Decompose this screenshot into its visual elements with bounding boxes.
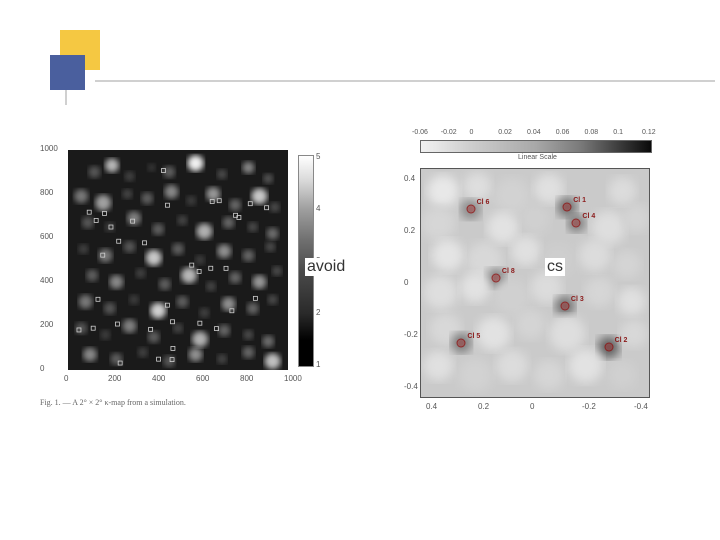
- right-xtick: -0.2: [582, 402, 596, 411]
- cluster-marker: [563, 203, 572, 212]
- left-xtick: 400: [152, 374, 165, 383]
- right-cbtick: 0.02: [498, 129, 512, 136]
- cluster-marker: [491, 274, 500, 283]
- right-cbtick: 0.08: [585, 129, 599, 136]
- right-cbtick: 0.1: [613, 129, 623, 136]
- left-ytick: 800: [40, 188, 53, 197]
- left-cbtick: 5: [316, 152, 320, 161]
- left-ytick: 0: [40, 364, 44, 373]
- cluster-label: Cl 8: [502, 268, 515, 275]
- left-xtick: 0: [64, 374, 68, 383]
- cluster-label: Cl 3: [571, 296, 584, 303]
- right-xtick: 0.2: [478, 402, 489, 411]
- left-cbtick: 4: [316, 204, 320, 213]
- right-cbtick: 0.06: [556, 129, 570, 136]
- right-cbtick: -0.06: [412, 129, 428, 136]
- left-cbtick: 1: [316, 360, 320, 369]
- left-xtick: 800: [240, 374, 253, 383]
- right-cbtick: -0.02: [441, 129, 457, 136]
- left-caption: Fig. 1. — A 2° × 2° κ-map from a simulat…: [40, 398, 186, 407]
- right-colorbar: -0.06-0.0200.020.040.060.080.10.12 Linea…: [420, 140, 650, 153]
- cluster-label: Cl 1: [573, 197, 586, 204]
- right-map: Cl 6 Cl 1 Cl 4 Cl 8 Cl 3 Cl 5 Cl 2: [420, 168, 650, 398]
- right-ytick: 0.2: [404, 226, 415, 235]
- left-ytick: 400: [40, 276, 53, 285]
- left-cbtick: 2: [316, 308, 320, 317]
- left-ytick: 600: [40, 232, 53, 241]
- right-xtick: 0.4: [426, 402, 437, 411]
- overlap-text-right: cs: [545, 258, 565, 276]
- cluster-marker: [466, 205, 475, 214]
- figure-area: 02004006008001000 02004006008001000 1234…: [40, 150, 700, 490]
- left-ytick: 200: [40, 320, 53, 329]
- right-xtick: 0: [530, 402, 534, 411]
- cluster-marker: [560, 302, 569, 311]
- overlap-text-left: avoid: [305, 258, 347, 276]
- cluster-marker: [572, 219, 581, 228]
- right-xtick: -0.4: [634, 402, 648, 411]
- cluster-label: Cl 6: [477, 199, 490, 206]
- left-ytick: 1000: [40, 144, 58, 153]
- left-xtick: 1000: [284, 374, 302, 383]
- cluster-marker: [457, 338, 466, 347]
- cluster-label: Cl 2: [615, 337, 628, 344]
- left-xtick: 600: [196, 374, 209, 383]
- cluster-marker: [604, 343, 613, 352]
- right-ytick: -0.2: [404, 330, 418, 339]
- left-map: [68, 150, 288, 370]
- right-cbtick: 0.04: [527, 129, 541, 136]
- right-cbtick: 0: [470, 129, 474, 136]
- right-ytick: 0: [404, 278, 408, 287]
- right-colorbar-title: Linear Scale: [518, 154, 557, 161]
- right-ytick: 0.4: [404, 174, 415, 183]
- cluster-label: Cl 5: [467, 333, 480, 340]
- right-ytick: -0.4: [404, 382, 418, 391]
- right-cbtick: 0.12: [642, 129, 656, 136]
- left-xtick: 200: [108, 374, 121, 383]
- cluster-label: Cl 4: [582, 213, 595, 220]
